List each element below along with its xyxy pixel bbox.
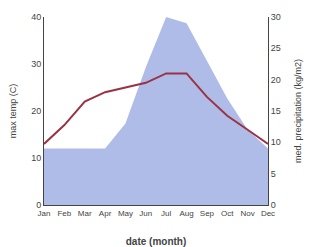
svg-text:Jan: Jan bbox=[38, 209, 51, 218]
svg-text:May: May bbox=[118, 209, 133, 218]
svg-text:med. precipitation (kg/m2): med. precipitation (kg/m2) bbox=[293, 59, 303, 163]
svg-text:Mar: Mar bbox=[78, 209, 92, 218]
svg-text:Dec: Dec bbox=[261, 209, 275, 218]
svg-text:Sep: Sep bbox=[200, 209, 215, 218]
svg-text:Jul: Jul bbox=[161, 209, 171, 218]
svg-text:30: 30 bbox=[31, 59, 41, 69]
svg-text:Oct: Oct bbox=[221, 209, 234, 218]
svg-text:20: 20 bbox=[31, 106, 41, 116]
svg-text:40: 40 bbox=[31, 12, 41, 22]
svg-text:10: 10 bbox=[31, 153, 41, 163]
svg-text:25: 25 bbox=[271, 43, 281, 53]
svg-text:Apr: Apr bbox=[99, 209, 112, 218]
svg-text:5: 5 bbox=[271, 169, 276, 179]
svg-text:20: 20 bbox=[271, 75, 281, 85]
svg-text:Aug: Aug bbox=[179, 209, 193, 218]
svg-text:15: 15 bbox=[271, 106, 281, 116]
svg-text:Feb: Feb bbox=[57, 209, 71, 218]
svg-text:Jun: Jun bbox=[139, 209, 152, 218]
svg-text:10: 10 bbox=[271, 137, 281, 147]
svg-text:0: 0 bbox=[36, 200, 41, 210]
svg-text:0: 0 bbox=[271, 200, 276, 210]
svg-text:max temp (C): max temp (C) bbox=[8, 84, 18, 139]
svg-text:Nov: Nov bbox=[241, 209, 255, 218]
svg-text:30: 30 bbox=[271, 12, 281, 22]
svg-text:date (month): date (month) bbox=[126, 236, 187, 247]
